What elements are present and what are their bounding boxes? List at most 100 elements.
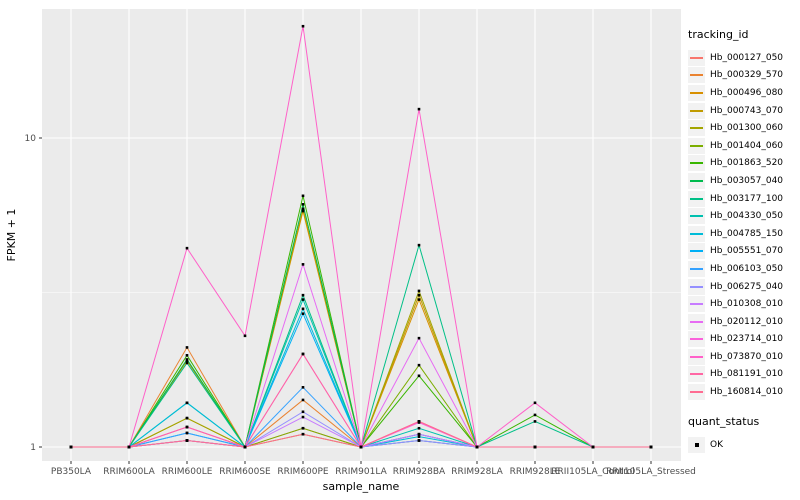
legend-item-Hb_160814_010: Hb_160814_010 (688, 383, 800, 401)
x-tick-label: RRIM600LA (103, 467, 155, 477)
legend-items-list: Hb_000127_050 Hb_000329_570 Hb_000496_080 H… (688, 49, 800, 401)
legend-item-Hb_023714_010: Hb_023714_010 (688, 331, 800, 349)
data-point (301, 293, 305, 297)
legend-key-swatch (688, 67, 705, 84)
data-point (417, 374, 421, 378)
legend-key-swatch (688, 348, 705, 365)
axis-ticks-and-labels: 1 10 PB350LA RRIM600LA RRIM600LE RRIM600SE RRI… (25, 134, 696, 477)
legend-key-swatch (688, 137, 705, 154)
legend-item-Hb_006103_050: Hb_006103_050 (688, 260, 800, 278)
legend-item-Hb_001863_520: Hb_001863_520 (688, 155, 800, 173)
legend-item-label: Hb_003177_100 (710, 193, 784, 204)
y-tick-label: 10 (25, 134, 37, 144)
legend-item-Hb_081191_010: Hb_081191_010 (688, 366, 800, 384)
series-color-line-icon (690, 267, 703, 270)
legend-item-label: Hb_006103_050 (710, 263, 784, 274)
legend-item-ok: OK (688, 436, 800, 454)
legend-item-Hb_004785_150: Hb_004785_150 (688, 225, 800, 243)
quant-status-legend: quant_status OK (688, 415, 800, 454)
data-point (185, 431, 189, 435)
legend-item-Hb_010308_010: Hb_010308_010 (688, 295, 800, 313)
legend-key-ok (688, 436, 705, 453)
data-point (417, 336, 421, 340)
data-point (417, 289, 421, 293)
legend-key-swatch (688, 296, 705, 313)
data-point (185, 246, 189, 250)
legend-item-label: Hb_004330_050 (710, 211, 784, 222)
series-color-line-icon (690, 355, 703, 358)
legend-item-Hb_001300_060: Hb_001300_060 (688, 119, 800, 137)
data-point (127, 445, 131, 449)
legend-item-Hb_003057_040: Hb_003057_040 (688, 172, 800, 190)
data-point (417, 435, 421, 438)
legend-key-swatch (688, 155, 705, 172)
data-point (301, 426, 305, 430)
legend-item-label: Hb_000127_050 (710, 52, 784, 63)
x-tick-label: RRIM901LA (335, 467, 387, 477)
data-point (417, 293, 421, 297)
data-point (185, 346, 189, 349)
legend-item-label: Hb_005551_070 (710, 246, 784, 257)
series-color-line-icon (690, 127, 703, 130)
data-point (533, 420, 537, 423)
series-color-line-icon (690, 162, 703, 165)
data-point (301, 386, 305, 389)
series-color-line-icon (690, 250, 703, 253)
data-point (185, 425, 189, 429)
data-point (301, 307, 305, 311)
legend-item-Hb_000127_050: Hb_000127_050 (688, 49, 800, 67)
legend-item-Hb_001404_060: Hb_001404_060 (688, 137, 800, 155)
data-point (301, 352, 305, 356)
data-point (417, 426, 421, 430)
series-color-line-icon (690, 91, 703, 94)
x-tick-label: RRIM928BA (393, 467, 446, 477)
legend-item-label: OK (710, 439, 723, 450)
series-color-line-icon (690, 144, 703, 147)
data-point (301, 432, 305, 436)
series-color-line-icon (690, 320, 703, 323)
legend-item-Hb_000496_080: Hb_000496_080 (688, 84, 800, 102)
legend-title-tracking-id: tracking_id (688, 28, 749, 41)
data-point (301, 203, 305, 206)
y-axis-title: FPKM + 1 (5, 209, 18, 262)
legend-item-label: Hb_073870_010 (710, 351, 784, 362)
data-point (417, 107, 421, 111)
series-color-line-icon (690, 285, 703, 288)
legend-key-swatch (688, 384, 705, 401)
series-color-line-icon (690, 373, 703, 376)
data-point (185, 401, 189, 405)
data-point (417, 243, 421, 247)
legend-item-label: Hb_081191_010 (710, 369, 784, 380)
black-square-point-icon (694, 442, 699, 447)
legend-key-swatch (688, 225, 705, 242)
legend-item-label: Hb_001863_520 (710, 158, 784, 169)
legend-item-label: Hb_010308_010 (710, 299, 784, 310)
legend-key-swatch (688, 172, 705, 189)
series-color-line-icon (690, 74, 703, 77)
data-point (185, 354, 189, 357)
legend-item-Hb_005551_070: Hb_005551_070 (688, 243, 800, 261)
legend-item-label: Hb_000329_570 (710, 70, 784, 81)
legend-item-Hb_000743_070: Hb_000743_070 (688, 102, 800, 120)
data-point (301, 263, 305, 266)
data-point (185, 359, 189, 363)
legend-key-swatch (688, 190, 705, 207)
legend-key-swatch (688, 243, 705, 260)
data-point (533, 401, 537, 405)
x-axis-title: sample_name (323, 480, 400, 493)
series-color-line-icon (690, 391, 703, 394)
legend-item-Hb_000329_570: Hb_000329_570 (688, 67, 800, 85)
data-point (591, 445, 595, 449)
legend-key-swatch (688, 208, 705, 225)
data-point (243, 334, 247, 338)
data-point (185, 439, 189, 442)
x-tick-label: RRIM928LA (451, 467, 503, 477)
data-point (417, 439, 421, 442)
data-point (533, 413, 537, 417)
legend-key-swatch (688, 102, 705, 119)
legend-item-label: Hb_003057_040 (710, 175, 784, 186)
legend-item-label: Hb_000743_070 (710, 105, 784, 116)
data-points (69, 24, 653, 449)
data-point (417, 420, 421, 423)
